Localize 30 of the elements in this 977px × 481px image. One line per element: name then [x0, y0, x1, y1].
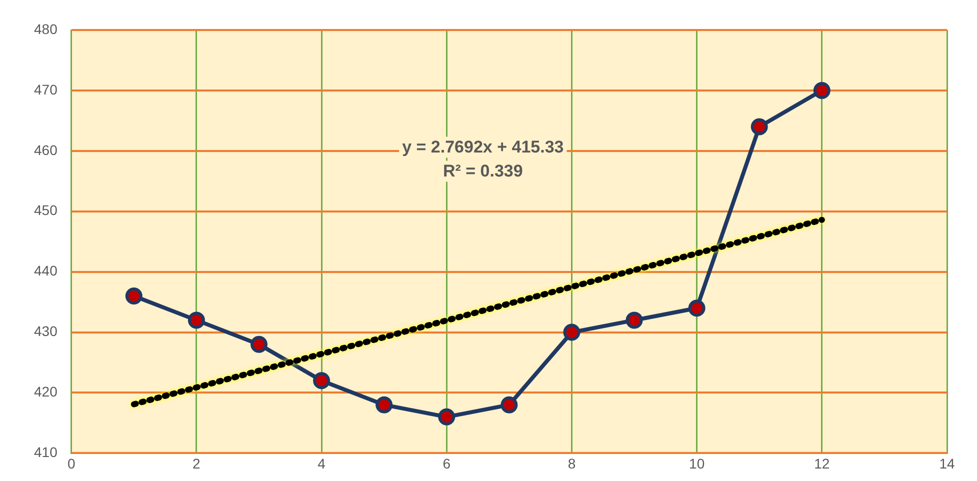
point	[750, 118, 768, 136]
point	[626, 312, 643, 329]
x-tick-label: 8	[568, 455, 576, 472]
x-tick-label: 6	[442, 455, 451, 472]
y-tick-label: 470	[34, 81, 58, 98]
point	[250, 336, 268, 353]
y-tick-label: 460	[34, 142, 58, 158]
x-tick-label: 12	[814, 455, 830, 472]
point	[688, 300, 706, 317]
x-tick-label: 0	[67, 455, 76, 472]
point	[563, 324, 580, 341]
y-tick-label: 410	[34, 444, 58, 460]
point	[188, 312, 205, 329]
y-tick-label: 420	[34, 384, 58, 400]
point	[376, 396, 393, 414]
x-tick-label: 14	[939, 455, 955, 472]
point	[500, 396, 518, 414]
annotation: R² = 0.339	[442, 162, 523, 181]
x-tick-label: 4	[318, 455, 326, 472]
point	[438, 408, 456, 426]
point	[125, 288, 142, 305]
annotation: y = 2.7692x + 415.33	[402, 138, 564, 157]
x-tick-label: 2	[192, 455, 201, 472]
y-tick-label: 440	[34, 262, 58, 279]
x-tick-label: 10	[689, 455, 705, 472]
y-tick-label: 450	[34, 202, 58, 218]
y-tick-label: 430	[34, 323, 58, 340]
y-tick-label: 480	[34, 20, 58, 37]
point	[813, 82, 830, 99]
point	[313, 372, 330, 390]
